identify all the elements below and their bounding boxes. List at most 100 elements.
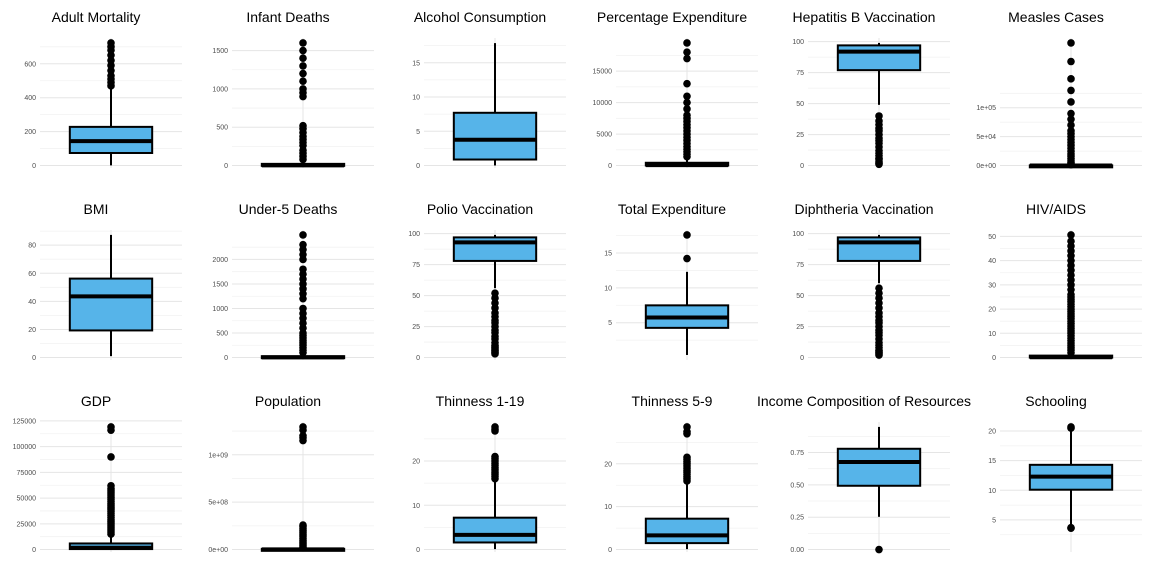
outlier-point — [683, 453, 691, 462]
y-tick-label: 0 — [992, 355, 996, 362]
y-tick-label: 75 — [796, 70, 804, 77]
y-tick-label: 10 — [988, 488, 996, 495]
outlier-point — [683, 254, 691, 263]
y-tick-label: 5 — [608, 320, 612, 327]
panel-title: Schooling — [1025, 393, 1087, 409]
boxplot-panel: Infant Deaths 0 500 1000 1500 — [212, 9, 374, 170]
y-tick-label: 2000 — [212, 257, 228, 264]
y-tick-label: 10 — [412, 503, 420, 510]
outlier-point — [875, 112, 883, 120]
panel-title: GDP — [81, 393, 111, 409]
y-tick-label: 0e+00 — [208, 547, 228, 554]
y-tick-label: 0e+00 — [976, 163, 996, 170]
y-tick-label: 50 — [988, 234, 996, 241]
outlier-point — [299, 240, 307, 249]
outlier-point — [299, 62, 307, 70]
boxplot-panel: Hepatitis B Vaccination 0 25 50 75 100 — [792, 9, 950, 170]
outlier-point — [683, 39, 691, 47]
y-tick-label: 5e+08 — [208, 500, 228, 507]
outlier-point — [299, 432, 307, 440]
iqr-box — [836, 44, 922, 72]
outlier-point — [299, 304, 307, 313]
outlier-point — [1067, 127, 1075, 135]
outlier-point — [1067, 109, 1075, 118]
boxplot-panel: Measles Cases 0e+00 5e+04 1e+05 — [976, 9, 1142, 170]
outlier-point — [1067, 231, 1075, 239]
y-tick-label: 75 — [796, 262, 804, 269]
outlier-point — [683, 231, 691, 239]
outlier-point — [1067, 423, 1075, 431]
boxplot-panel: BMI 0 20 40 60 80 — [28, 201, 182, 362]
y-tick-label: 0 — [32, 163, 36, 170]
boxplot-panel: Schooling 5 10 15 20 — [988, 393, 1142, 552]
y-tick-label: 200 — [24, 129, 36, 136]
panel-title: Hepatitis B Vaccination — [793, 9, 936, 25]
outlier-point — [107, 423, 115, 431]
outlier-point — [683, 111, 691, 119]
y-tick-label: 50000 — [17, 496, 37, 503]
outlier-point — [107, 481, 115, 490]
boxplot-panel: Income Composition of Resources 0.00 0.25 0… — [757, 393, 971, 554]
y-tick-label: 500 — [216, 125, 228, 132]
outlier-point — [1067, 115, 1075, 124]
y-tick-label: 100 — [792, 231, 804, 238]
boxplot-panel: Percentage Expenditure 0 5000 10000 15000 — [593, 9, 758, 170]
panel-title: Income Composition of Resources — [757, 393, 971, 409]
y-tick-label: 1e+05 — [976, 105, 996, 112]
outlier-point — [299, 85, 307, 93]
y-tick-label: 1000 — [212, 306, 228, 313]
y-tick-label: 20 — [604, 461, 612, 468]
iqr-box — [68, 277, 154, 332]
outlier-point — [1067, 523, 1075, 532]
outlier-point — [1067, 98, 1075, 106]
y-tick-label: 0 — [224, 355, 228, 362]
y-tick-label: 0 — [416, 547, 420, 554]
outlier-point — [299, 521, 307, 529]
outlier-point — [491, 423, 499, 431]
outlier-point — [1067, 237, 1075, 246]
outlier-point — [683, 79, 691, 88]
outlier-point — [875, 545, 883, 554]
y-tick-label: 1500 — [212, 281, 228, 288]
iqr-box — [452, 516, 538, 544]
y-tick-label: 10 — [988, 331, 996, 338]
y-tick-label: 40 — [28, 299, 36, 306]
y-tick-label: 100 — [792, 39, 804, 46]
y-tick-label: 50 — [412, 293, 420, 300]
y-tick-label: 1500 — [212, 48, 228, 55]
panel-title: Adult Mortality — [52, 9, 141, 25]
y-tick-label: 500 — [216, 331, 228, 338]
boxplot-panel: Total Expenditure 5 10 15 — [604, 201, 758, 360]
boxplot-panel: Diphtheria Vaccination 0 25 50 75 100 — [792, 201, 950, 362]
panel-title: HIV/AIDS — [1026, 201, 1086, 217]
y-tick-label: 30 — [988, 282, 996, 289]
iqr-box — [836, 447, 922, 487]
outlier-point — [299, 77, 307, 86]
outlier-point — [107, 453, 115, 461]
outlier-point — [683, 48, 691, 57]
outlier-point — [683, 105, 691, 113]
boxplot-panel: GDP 0 25000 50000 75000 100000 125000 — [13, 393, 182, 554]
y-tick-label: 15 — [604, 251, 612, 258]
y-tick-label: 5 — [416, 129, 420, 136]
boxplot-panel: Under-5 Deaths 0 500 1000 1500 2000 — [212, 201, 374, 362]
y-tick-label: 25000 — [17, 521, 37, 528]
outlier-point — [875, 284, 883, 292]
y-tick-label: 0.75 — [790, 450, 804, 457]
y-tick-label: 5e+04 — [976, 134, 996, 141]
panel-title: Population — [255, 393, 321, 409]
y-tick-label: 20 — [988, 307, 996, 314]
panel-title: Polio Vaccination — [427, 201, 533, 217]
y-tick-label: 0.50 — [790, 482, 804, 489]
panel-title: Thinness 1-19 — [436, 393, 525, 409]
outlier-point — [299, 423, 307, 431]
boxplot-panel: Thinness 1-19 0 10 20 — [412, 393, 566, 554]
y-tick-label: 50 — [796, 101, 804, 108]
iqr-box — [644, 517, 730, 545]
y-tick-label: 15000 — [593, 69, 613, 76]
y-tick-label: 0.25 — [790, 515, 804, 522]
outlier-point — [1067, 86, 1075, 95]
y-tick-label: 25 — [796, 132, 804, 139]
y-tick-label: 100 — [408, 231, 420, 238]
y-tick-label: 10000 — [593, 100, 613, 107]
